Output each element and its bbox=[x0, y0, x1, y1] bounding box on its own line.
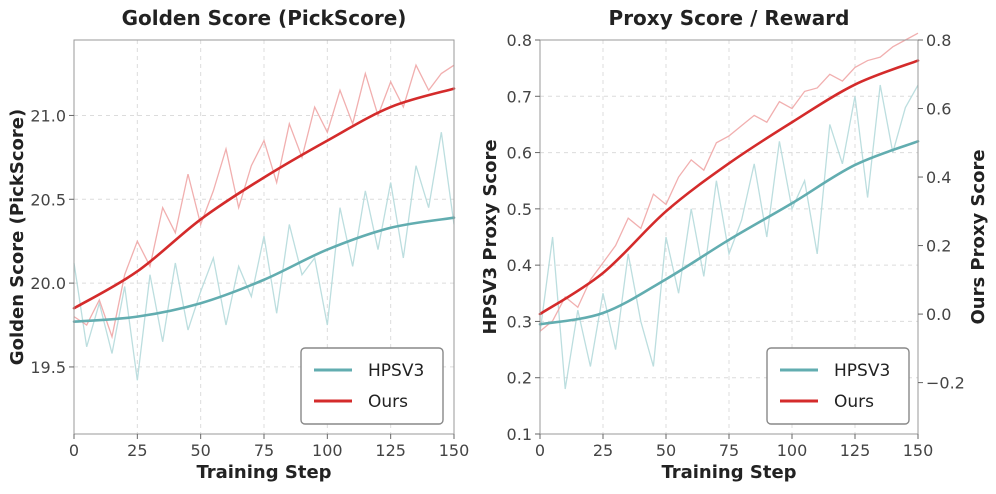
legend-label-ours: Ours bbox=[834, 392, 874, 412]
legend: HPSV3 Ours bbox=[300, 347, 444, 425]
y-tick-label: 0.5 bbox=[507, 200, 532, 219]
y-right-tick-label: 0.6 bbox=[926, 100, 951, 119]
legend-box bbox=[766, 347, 910, 425]
y-tick-label: 20.5 bbox=[30, 190, 66, 209]
raw-series-line bbox=[73, 63, 455, 340]
y-tick-label: 0.7 bbox=[507, 87, 532, 106]
y-right-tick-label: 0.4 bbox=[926, 168, 951, 187]
x-tick-label: 125 bbox=[375, 441, 406, 460]
x-tick-label: 150 bbox=[439, 441, 470, 460]
legend: HPSV3 Ours bbox=[766, 347, 910, 425]
series-line-ours bbox=[72, 87, 456, 310]
legend-label-hpsv3: HPSV3 bbox=[368, 361, 424, 381]
x-tick-label: 100 bbox=[312, 441, 343, 460]
raw-series-line bbox=[539, 84, 919, 390]
x-tick-label: 25 bbox=[127, 441, 147, 460]
x-tick-label: 50 bbox=[190, 441, 210, 460]
y-tick-label: 0.2 bbox=[507, 369, 532, 388]
legend-label-ours: Ours bbox=[368, 392, 408, 412]
x-axis-label: Training Step bbox=[196, 462, 331, 483]
series-line-hpsv3 bbox=[538, 140, 920, 326]
y-right-tick-label: 0.8 bbox=[926, 31, 951, 50]
x-tick-label: 25 bbox=[593, 441, 613, 460]
proxy-score-chart: Proxy Score / Reward 0 25 50 75 100 125 150 0.… bbox=[480, 6, 989, 483]
y-tick-label: 21.0 bbox=[30, 106, 66, 125]
series-line-hpsv3 bbox=[72, 216, 456, 323]
legend-box bbox=[300, 347, 444, 425]
y-axis-label-right: Ours Proxy Score bbox=[968, 149, 989, 324]
series-line-ours bbox=[538, 59, 920, 316]
y-axis-label: Golden Score (PickScore) bbox=[7, 109, 28, 365]
y-tick-label: 0.8 bbox=[507, 31, 532, 50]
golden-score-chart: Golden Score (PickScore) 0 25 50 75 100 125 15… bbox=[7, 6, 469, 483]
y-tick-label: 0.1 bbox=[507, 425, 532, 444]
x-tick-label: 75 bbox=[254, 441, 274, 460]
y-right-tick-label: 0.0 bbox=[926, 305, 951, 324]
x-tick-label: 0 bbox=[535, 441, 545, 460]
raw-series-line bbox=[73, 132, 455, 381]
x-tick-label: 0 bbox=[69, 441, 79, 460]
x-tick-label: 50 bbox=[656, 441, 676, 460]
x-tick-label: 75 bbox=[719, 441, 739, 460]
y-tick-label: 0.4 bbox=[507, 256, 532, 275]
y-tick-label: 20.0 bbox=[30, 274, 66, 293]
y-tick-label: 0.6 bbox=[507, 144, 532, 163]
y-tick-label: 19.5 bbox=[30, 358, 66, 377]
x-tick-label: 150 bbox=[903, 441, 934, 460]
chart-title: Golden Score (PickScore) bbox=[122, 6, 407, 30]
y-right-tick-label: 0.2 bbox=[926, 237, 951, 256]
raw-series-line bbox=[539, 32, 919, 332]
legend-label-hpsv3: HPSV3 bbox=[834, 361, 890, 381]
y-axis-label-left: HPSV3 Proxy Score bbox=[480, 139, 501, 334]
x-tick-label: 100 bbox=[777, 441, 808, 460]
y-tick-label: 0.3 bbox=[507, 312, 532, 331]
y-right-tick-label: −0.2 bbox=[926, 374, 965, 393]
x-axis-label: Training Step bbox=[661, 462, 796, 483]
chart-title: Proxy Score / Reward bbox=[609, 6, 850, 30]
x-tick-label: 125 bbox=[840, 441, 871, 460]
